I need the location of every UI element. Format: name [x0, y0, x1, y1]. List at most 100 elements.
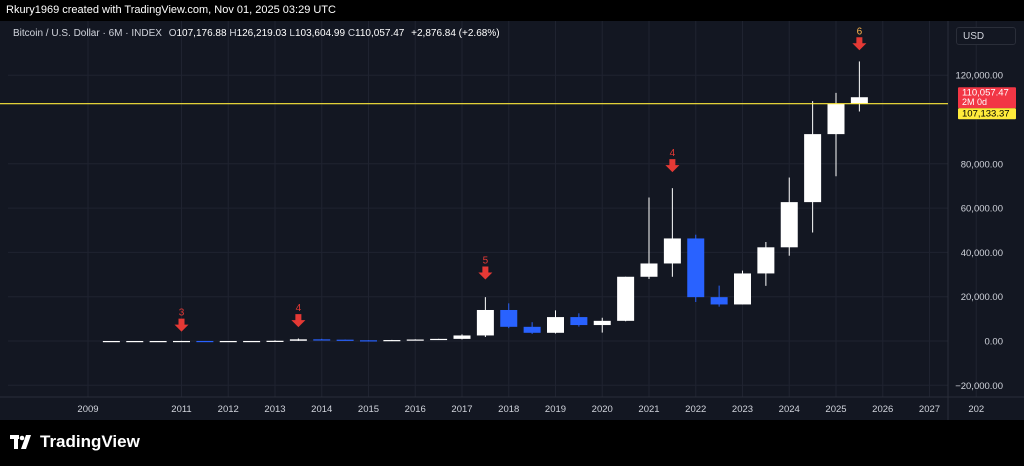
x-tick-label: 2011: [171, 404, 191, 415]
last-price-tag-bg: [958, 87, 1016, 109]
x-tick-label: 2024: [779, 404, 800, 415]
down-arrow-icon: [478, 266, 493, 280]
down-arrow-icon: [174, 318, 189, 332]
y-tick-label: 20,000.00: [961, 292, 1003, 303]
tradingview-logo[interactable]: TradingView: [10, 432, 140, 452]
down-arrow-icon: [665, 159, 680, 173]
candle: [570, 313, 588, 327]
candle: [289, 338, 307, 341]
candle-body: [266, 340, 284, 342]
y-tick-label: 60,000.00: [961, 204, 1003, 215]
candlestick-chart[interactable]: 3 4 5 4 6 −20,000.00 0.00 20,000.00 40,000.00 60…: [0, 0, 1024, 420]
candle-body: [453, 335, 471, 339]
candle-body: [827, 103, 845, 135]
candle: [313, 338, 331, 341]
x-tick-label: 2009: [77, 404, 98, 415]
x-tick-label: 202: [968, 404, 984, 415]
time-axis[interactable]: 2009 2011 2012 2013 2014 2015 2016 2017 2018 2019…: [77, 404, 984, 415]
candle-body: [476, 309, 494, 336]
symbol-name[interactable]: Bitcoin / U.S. Dollar · 6M · INDEX: [13, 28, 162, 39]
candle-body: [313, 339, 331, 341]
candle: [453, 334, 471, 340]
candle: [780, 177, 798, 256]
candle: [827, 92, 845, 177]
candle: [196, 340, 214, 343]
candle: [243, 340, 261, 343]
candle: [266, 340, 284, 342]
candle-body: [196, 340, 214, 343]
candle-body: [149, 341, 167, 343]
annotations: 3 4 5 4 6: [174, 26, 867, 332]
x-tick-label: 2019: [545, 404, 566, 415]
x-tick-label: 2018: [498, 404, 519, 415]
candle: [336, 339, 354, 341]
candle: [804, 101, 822, 233]
annotation-label: 5: [483, 256, 489, 267]
x-tick-label: 2020: [592, 404, 613, 415]
candle: [383, 339, 401, 342]
chart-pane[interactable]: [0, 21, 1024, 420]
candle: [500, 303, 518, 329]
arrow-annotation: 3: [174, 308, 189, 332]
x-tick-label: 2016: [405, 404, 426, 415]
candle-body: [663, 238, 681, 264]
annotation-label: 3: [179, 308, 185, 319]
last-price-value: 110,057.47: [962, 88, 1009, 99]
candle: [149, 341, 167, 343]
close-value: 110,057.47: [355, 28, 405, 39]
tradingview-brand-text: TradingView: [40, 432, 140, 451]
candle-body: [547, 317, 564, 333]
x-tick-label: 2027: [919, 404, 940, 415]
down-arrow-icon: [291, 314, 306, 328]
y-tick-label: 0.00: [985, 337, 1004, 348]
candle: [687, 234, 705, 303]
candle-body: [126, 341, 144, 343]
candle: [476, 297, 494, 338]
line-price-tag-bg: [958, 108, 1016, 120]
candles: [102, 61, 868, 343]
x-tick-label: 2014: [311, 404, 332, 415]
candle: [102, 341, 120, 343]
candle: [710, 285, 728, 307]
x-tick-label: 2025: [825, 404, 846, 415]
close-label: C: [347, 28, 356, 39]
low-label: L: [289, 28, 295, 39]
candle-body: [243, 340, 261, 343]
candle: [547, 310, 564, 334]
line-price-value: 107,133.37: [962, 109, 1010, 120]
annotation-label: 4: [670, 148, 676, 159]
down-arrow-icon: [852, 37, 867, 51]
x-tick-label: 2015: [358, 404, 379, 415]
candle-body: [780, 202, 798, 248]
candle-body: [219, 340, 237, 343]
y-tick-label: 80,000.00: [961, 159, 1003, 170]
annotation-label: 4: [296, 303, 302, 314]
arrow-annotation: 4: [291, 303, 306, 328]
y-tick-label: 120,000.00: [955, 71, 1003, 82]
candle: [617, 276, 635, 322]
currency-button[interactable]: USD: [956, 27, 1016, 45]
x-tick-label: 2026: [872, 404, 893, 415]
candle-body: [734, 273, 751, 305]
y-tick-label: 40,000.00: [961, 248, 1003, 259]
x-tick-label: 2021: [638, 404, 659, 415]
price-axis[interactable]: −20,000.00 0.00 20,000.00 40,000.00 60,000.0…: [955, 71, 1003, 392]
candle-body: [593, 320, 611, 326]
candle-body: [360, 340, 377, 342]
candle: [757, 241, 775, 286]
arrow-annotation: 4: [665, 148, 680, 173]
symbol-legend[interactable]: Bitcoin / U.S. Dollar · 6M · INDEX O107,…: [13, 28, 500, 39]
high-label: H: [229, 28, 237, 39]
candle: [734, 270, 751, 305]
candle: [593, 317, 611, 333]
candle: [360, 340, 377, 342]
candle-body: [406, 339, 424, 341]
candle-body: [289, 339, 307, 341]
arrow-annotation: 5: [478, 256, 493, 280]
x-tick-label: 2012: [218, 404, 239, 415]
candle: [219, 340, 237, 343]
high-value: 126,219.03: [236, 28, 287, 39]
